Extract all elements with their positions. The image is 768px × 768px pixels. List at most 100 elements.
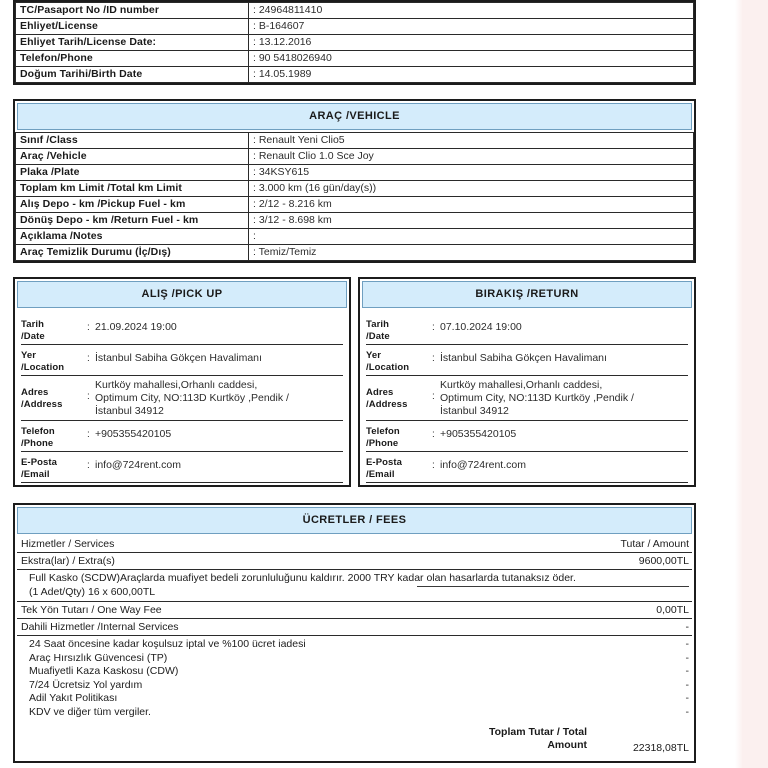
total-label: Toplam Tutar / Total Amount [489,725,587,752]
driver-info-table: TC/Pasaport No /ID number : 24964811410 … [13,0,696,85]
return-location-value: İstanbul Sabiha Gökçen Havalimanı [440,352,607,364]
pickup-location-row: Yer /Location : İstanbul Sabiha Gökçen H… [21,345,343,376]
pickup-address-row: Adres /Address : Kurtköy mahallesi,Orhan… [21,376,343,421]
fees-section: ÜCRETLER / FEES Hizmetler / Services Tut… [13,503,696,764]
colon-separator: : [432,429,435,440]
fees-extras-row: Ekstra(lar) / Extra(s) 9600,00TL [17,553,692,570]
fees-internal-amount: - [685,621,690,633]
colon-separator: : [87,429,90,440]
list-item: 24 Saat öncesine kadar koşulsuz iptal ve… [29,638,689,652]
pickup-phone-label: Telefon /Phone [21,426,55,449]
pickup-section: ALIŞ /PICK UP Tarih /Date : 21.09.2024 1… [13,277,351,487]
fees-extras-label: Ekstra(lar) / Extra(s) [21,555,115,567]
rule-line [417,586,689,587]
pickup-location-label: Yer /Location [21,350,65,373]
colon-separator: : [432,353,435,364]
return-email-value: info@724rent.com [440,459,526,471]
vehicle-return-fuel-label: Dönüş Depo - km /Return Fuel - km [15,212,249,229]
pickup-email-value: info@724rent.com [95,459,181,471]
spacer [13,85,696,99]
vehicle-section: ARAÇ /VEHICLE Sınıf /Class : Renault Yen… [13,99,696,263]
internal-service-text: KDV ve diğer tüm vergiler. [29,705,151,718]
vehicle-pickup-fuel-value: : 2/12 - 8.216 km [248,196,694,213]
pickup-email-row: E-Posta /Email : info@724rent.com [21,452,343,483]
driver-phone-label: Telefon/Phone [15,50,249,67]
pickup-address-value: Kurtköy mahallesi,Orhanlı caddesi, Optim… [95,379,289,417]
internal-service-text: Muafiyetli Kaza Kaskosu (CDW) [29,665,179,678]
table-row: Araç Temizlik Durumu (İç/Dış) : Temiz/Te… [15,244,694,261]
colon-separator: : [87,353,90,364]
fees-oneway-amount: 0,00TL [656,604,689,616]
vehicle-km-limit-label: Toplam km Limit /Total km Limit [15,180,249,197]
vehicle-plate-value: : 34KSY615 [248,164,694,181]
table-row: Ehliyet/License : B-164607 [15,18,694,35]
return-date-row: Tarih /Date : 07.10.2024 19:00 [366,314,688,345]
rental-agreement-document: TC/Pasaport No /ID number : 24964811410 … [13,0,696,764]
internal-service-text: Araç Hırsızlık Güvencesi (TP) [29,651,168,664]
vehicle-model-label: Araç /Vehicle [15,148,249,165]
page-edge-gradient [735,0,743,768]
vehicle-plate-label: Plaka /Plate [15,164,249,181]
vehicle-class-value: : Renault Yeni Clio5 [248,132,694,149]
driver-license-date-value: : 13.12.2016 [248,34,694,51]
page-edge-strip [742,0,768,768]
driver-id-value: : 24964811410 [248,2,694,19]
internal-service-text: 7/24 Ücretsiz Yol yardım [29,678,143,691]
colon-separator: : [87,391,90,402]
return-phone-label: Telefon /Phone [366,426,400,449]
fees-internal-row: Dahili Hizmetler /Internal Services - [17,619,692,636]
table-row: Dönüş Depo - km /Return Fuel - km : 3/12… [15,212,694,229]
table-row: Doğum Tarihi/Birth Date : 14.05.1989 [15,66,694,83]
vehicle-notes-label: Açıklama /Notes [15,228,249,245]
pickup-address-label: Adres /Address [21,387,63,410]
vehicle-notes-value: : [248,228,694,245]
vehicle-class-label: Sınıf /Class [15,132,249,149]
spacer [13,487,696,503]
driver-license-label: Ehliyet/License [15,18,249,35]
internal-service-amount: - [685,705,690,718]
internal-service-amount: - [685,678,690,691]
internal-service-amount: - [685,692,690,705]
return-location-row: Yer /Location : İstanbul Sabiha Gökçen H… [366,345,688,376]
vehicle-model-value: : Renault Clio 1.0 Sce Joy [248,148,694,165]
list-item: KDV ve diğer tüm vergiler. - [29,706,689,720]
vehicle-return-fuel-value: : 3/12 - 8.698 km [248,212,694,229]
fees-col-amount: Tutar / Amount [620,538,689,550]
vehicle-pickup-fuel-label: Alış Depo - km /Pickup Fuel - km [15,196,249,213]
colon-separator: : [432,322,435,333]
fees-oneway-row: Tek Yön Tutarı / One Way Fee 0,00TL [17,602,692,619]
return-email-row: E-Posta /Email : info@724rent.com [366,452,688,483]
fees-column-headers: Hizmetler / Services Tutar / Amount [17,536,692,553]
pickup-phone-value: +905355420105 [95,428,172,440]
driver-license-value: : B-164607 [248,18,694,35]
spacer [13,263,696,277]
total-amount: 22318,08TL [632,741,689,754]
vehicle-section-header: ARAÇ /VEHICLE [17,103,692,130]
table-row: Plaka /Plate : 34KSY615 [15,164,694,181]
colon-separator: : [432,391,435,402]
colon-separator: : [87,460,90,471]
driver-license-date-label: Ehliyet Tarih/License Date: [15,34,249,51]
list-item: Araç Hırsızlık Güvencesi (TP) - [29,652,689,666]
return-phone-row: Telefon /Phone : +905355420105 [366,421,688,452]
table-row: Alış Depo - km /Pickup Fuel - km : 2/12 … [15,196,694,213]
list-item: 7/24 Ücretsiz Yol yardım - [29,679,689,693]
pickup-section-header: ALIŞ /PICK UP [17,281,347,308]
fees-section-header: ÜCRETLER / FEES [17,507,692,534]
pickup-location-value: İstanbul Sabiha Gökçen Havalimanı [95,352,262,364]
internal-service-amount: - [685,665,690,678]
return-date-value: 07.10.2024 19:00 [440,321,522,333]
fees-col-services: Hizmetler / Services [21,538,115,550]
table-row: Sınıf /Class : Renault Yeni Clio5 [15,132,694,149]
fees-extras-description-line2: (1 Adet/Qty) 16 x 600,00TL [29,585,156,598]
pickup-date-label: Tarih /Date [21,319,45,342]
internal-service-amount: - [685,651,690,664]
driver-birthdate-label: Doğum Tarihi/Birth Date [15,66,249,83]
list-item: Muafiyetli Kaza Kaskosu (CDW) - [29,665,689,679]
table-row: TC/Pasaport No /ID number : 24964811410 [15,2,694,19]
table-row: Araç /Vehicle : Renault Clio 1.0 Sce Joy [15,148,694,165]
vehicle-km-limit-value: : 3.000 km (16 gün/day(s)) [248,180,694,197]
table-row: Ehliyet Tarih/License Date: : 13.12.2016 [15,34,694,51]
return-address-value: Kurtköy mahallesi,Orhanlı caddesi, Optim… [440,379,634,417]
pickup-phone-row: Telefon /Phone : +905355420105 [21,421,343,452]
